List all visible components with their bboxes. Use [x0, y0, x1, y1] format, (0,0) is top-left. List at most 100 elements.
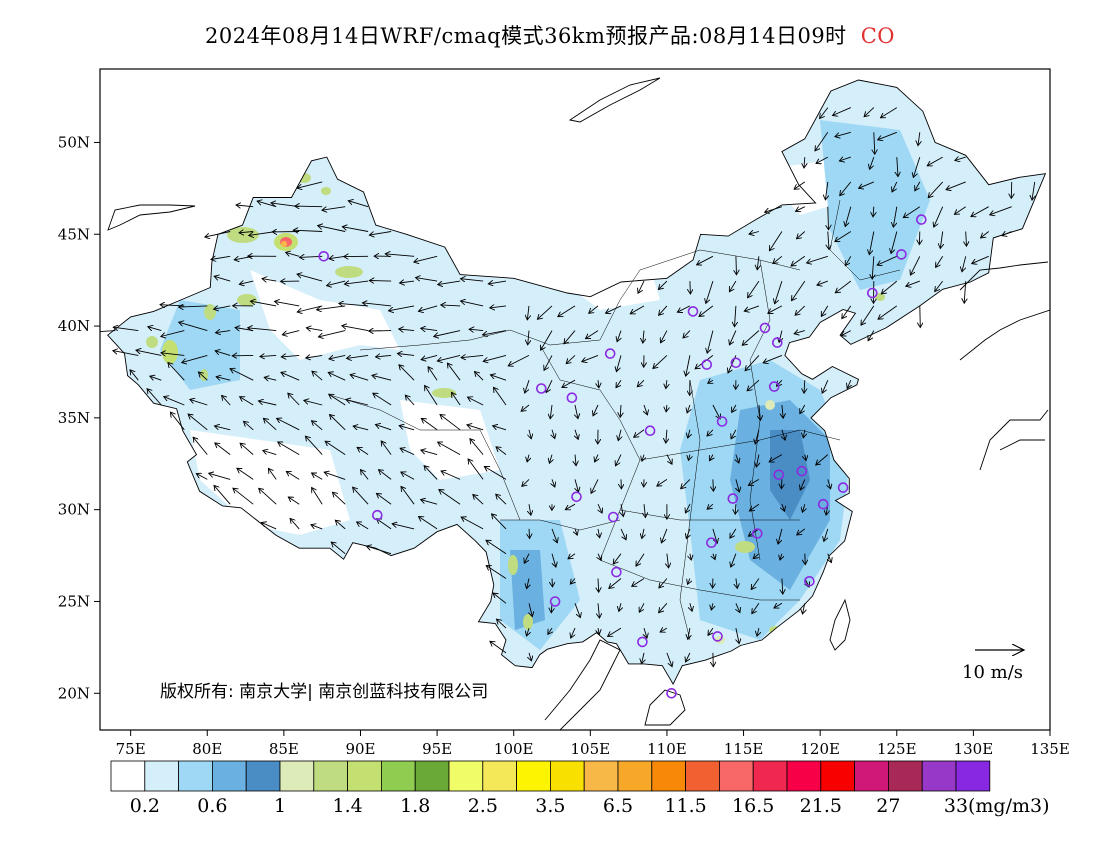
city-marker — [730, 357, 742, 369]
wind-arrow — [749, 503, 760, 511]
wind-arrow — [100, 330, 116, 333]
wind-arrow — [804, 157, 805, 168]
wind-arrow — [188, 414, 208, 431]
wind-arrow — [475, 372, 484, 381]
colorbar-swatch — [414, 760, 450, 792]
wind-arrow — [350, 375, 369, 381]
wind-arrow — [113, 327, 139, 332]
wind-arrow — [713, 553, 715, 560]
wind-arrow — [759, 404, 761, 420]
wind-arrow — [805, 454, 806, 461]
colorbar-unit: (mg/m3) — [968, 795, 1050, 817]
wind-arrow — [416, 278, 438, 282]
wind-arrow — [872, 256, 874, 279]
wind-arrow — [686, 652, 690, 662]
wind-arrow — [820, 107, 829, 119]
wind-arrow — [209, 473, 231, 480]
high-concentration-area — [770, 430, 810, 520]
wind-arrow — [690, 603, 692, 611]
colorbar-label: 27 — [876, 795, 900, 817]
y-tick-label: 25N — [58, 592, 90, 610]
wind-arrow — [666, 429, 667, 443]
wind-arrow — [344, 281, 369, 284]
wind-arrow — [198, 372, 208, 381]
wind-arrow — [312, 421, 323, 431]
wind-arrow — [161, 330, 185, 337]
wind-arrow — [805, 553, 806, 565]
wind-arrow — [659, 578, 668, 588]
wind-arrow — [438, 280, 461, 285]
wind-arrow — [841, 330, 852, 336]
wind-arrow — [260, 355, 277, 356]
wind-arrow — [946, 181, 966, 190]
colorbar-swatch — [550, 760, 585, 792]
wind-arrow — [318, 330, 346, 337]
wind-arrow — [861, 305, 875, 325]
wind-arrow — [803, 429, 805, 438]
colorbar-label: 6.5 — [603, 795, 633, 817]
wind-arrow — [915, 181, 921, 191]
wind-arrow — [263, 418, 277, 431]
wind-arrow — [794, 181, 806, 189]
city-marker — [371, 509, 383, 521]
wind-arrow — [598, 504, 602, 513]
wind-arrow — [527, 305, 529, 320]
wind-arrow — [659, 305, 668, 315]
wind-arrow — [816, 454, 829, 465]
wind-arrow — [643, 330, 644, 344]
wind-arrow — [438, 442, 461, 455]
low-concentration-area — [250, 270, 400, 360]
wind-arrow — [170, 412, 185, 431]
wind-arrow — [275, 301, 300, 307]
wind-arrow — [744, 305, 760, 311]
wind-arrow — [335, 520, 346, 530]
wind-arrow — [804, 380, 805, 393]
hotspot — [508, 555, 518, 575]
wind-arrow — [346, 400, 369, 406]
wind-arrow — [418, 305, 438, 311]
wind-arrow — [179, 322, 208, 332]
wind-arrow — [331, 542, 346, 555]
wind-arrow — [306, 355, 323, 358]
wind-arrow — [372, 375, 392, 381]
species-label: CO — [860, 24, 895, 48]
wind-arrow — [399, 365, 415, 381]
wind-arrow — [845, 256, 852, 265]
hotspot — [401, 555, 419, 565]
wind-arrow — [214, 485, 231, 505]
colorbar-swatch — [448, 760, 484, 792]
wind-arrow — [328, 372, 346, 381]
y-tick-label: 35N — [58, 409, 90, 427]
wind-arrow — [196, 474, 208, 480]
y-tick-label: 20N — [58, 684, 90, 702]
wind-arrow — [840, 181, 852, 196]
wind-arrow — [496, 494, 507, 505]
wind-arrow — [835, 131, 851, 136]
city-marker — [727, 493, 739, 504]
wind-arrow — [661, 330, 668, 343]
wind-arrow — [881, 107, 898, 118]
city-marker — [773, 469, 785, 481]
wind-arrow — [236, 205, 254, 207]
city-marker — [604, 348, 616, 359]
wind-arrow — [264, 377, 277, 380]
wind-arrow — [353, 426, 369, 431]
wind-arrow — [873, 206, 874, 217]
wind-arrow — [439, 490, 461, 505]
wind-arrow — [847, 380, 851, 388]
wind-arrow — [150, 376, 162, 380]
wind-arrow — [966, 231, 967, 247]
x-tick-label: 100E — [494, 740, 534, 758]
wind-arrow — [400, 281, 415, 283]
wind-arrow — [381, 441, 392, 455]
wind-arrow — [216, 331, 231, 333]
wind-arrow — [461, 301, 484, 307]
wind-arrow — [437, 354, 461, 361]
wind-arrow — [686, 355, 691, 376]
x-tick-label: 90E — [345, 740, 375, 758]
wind-arrow — [954, 206, 966, 215]
wind-arrow — [802, 504, 804, 512]
wind-arrow — [376, 355, 392, 357]
wind-arrow — [659, 603, 668, 612]
wind-arrow — [736, 454, 739, 464]
